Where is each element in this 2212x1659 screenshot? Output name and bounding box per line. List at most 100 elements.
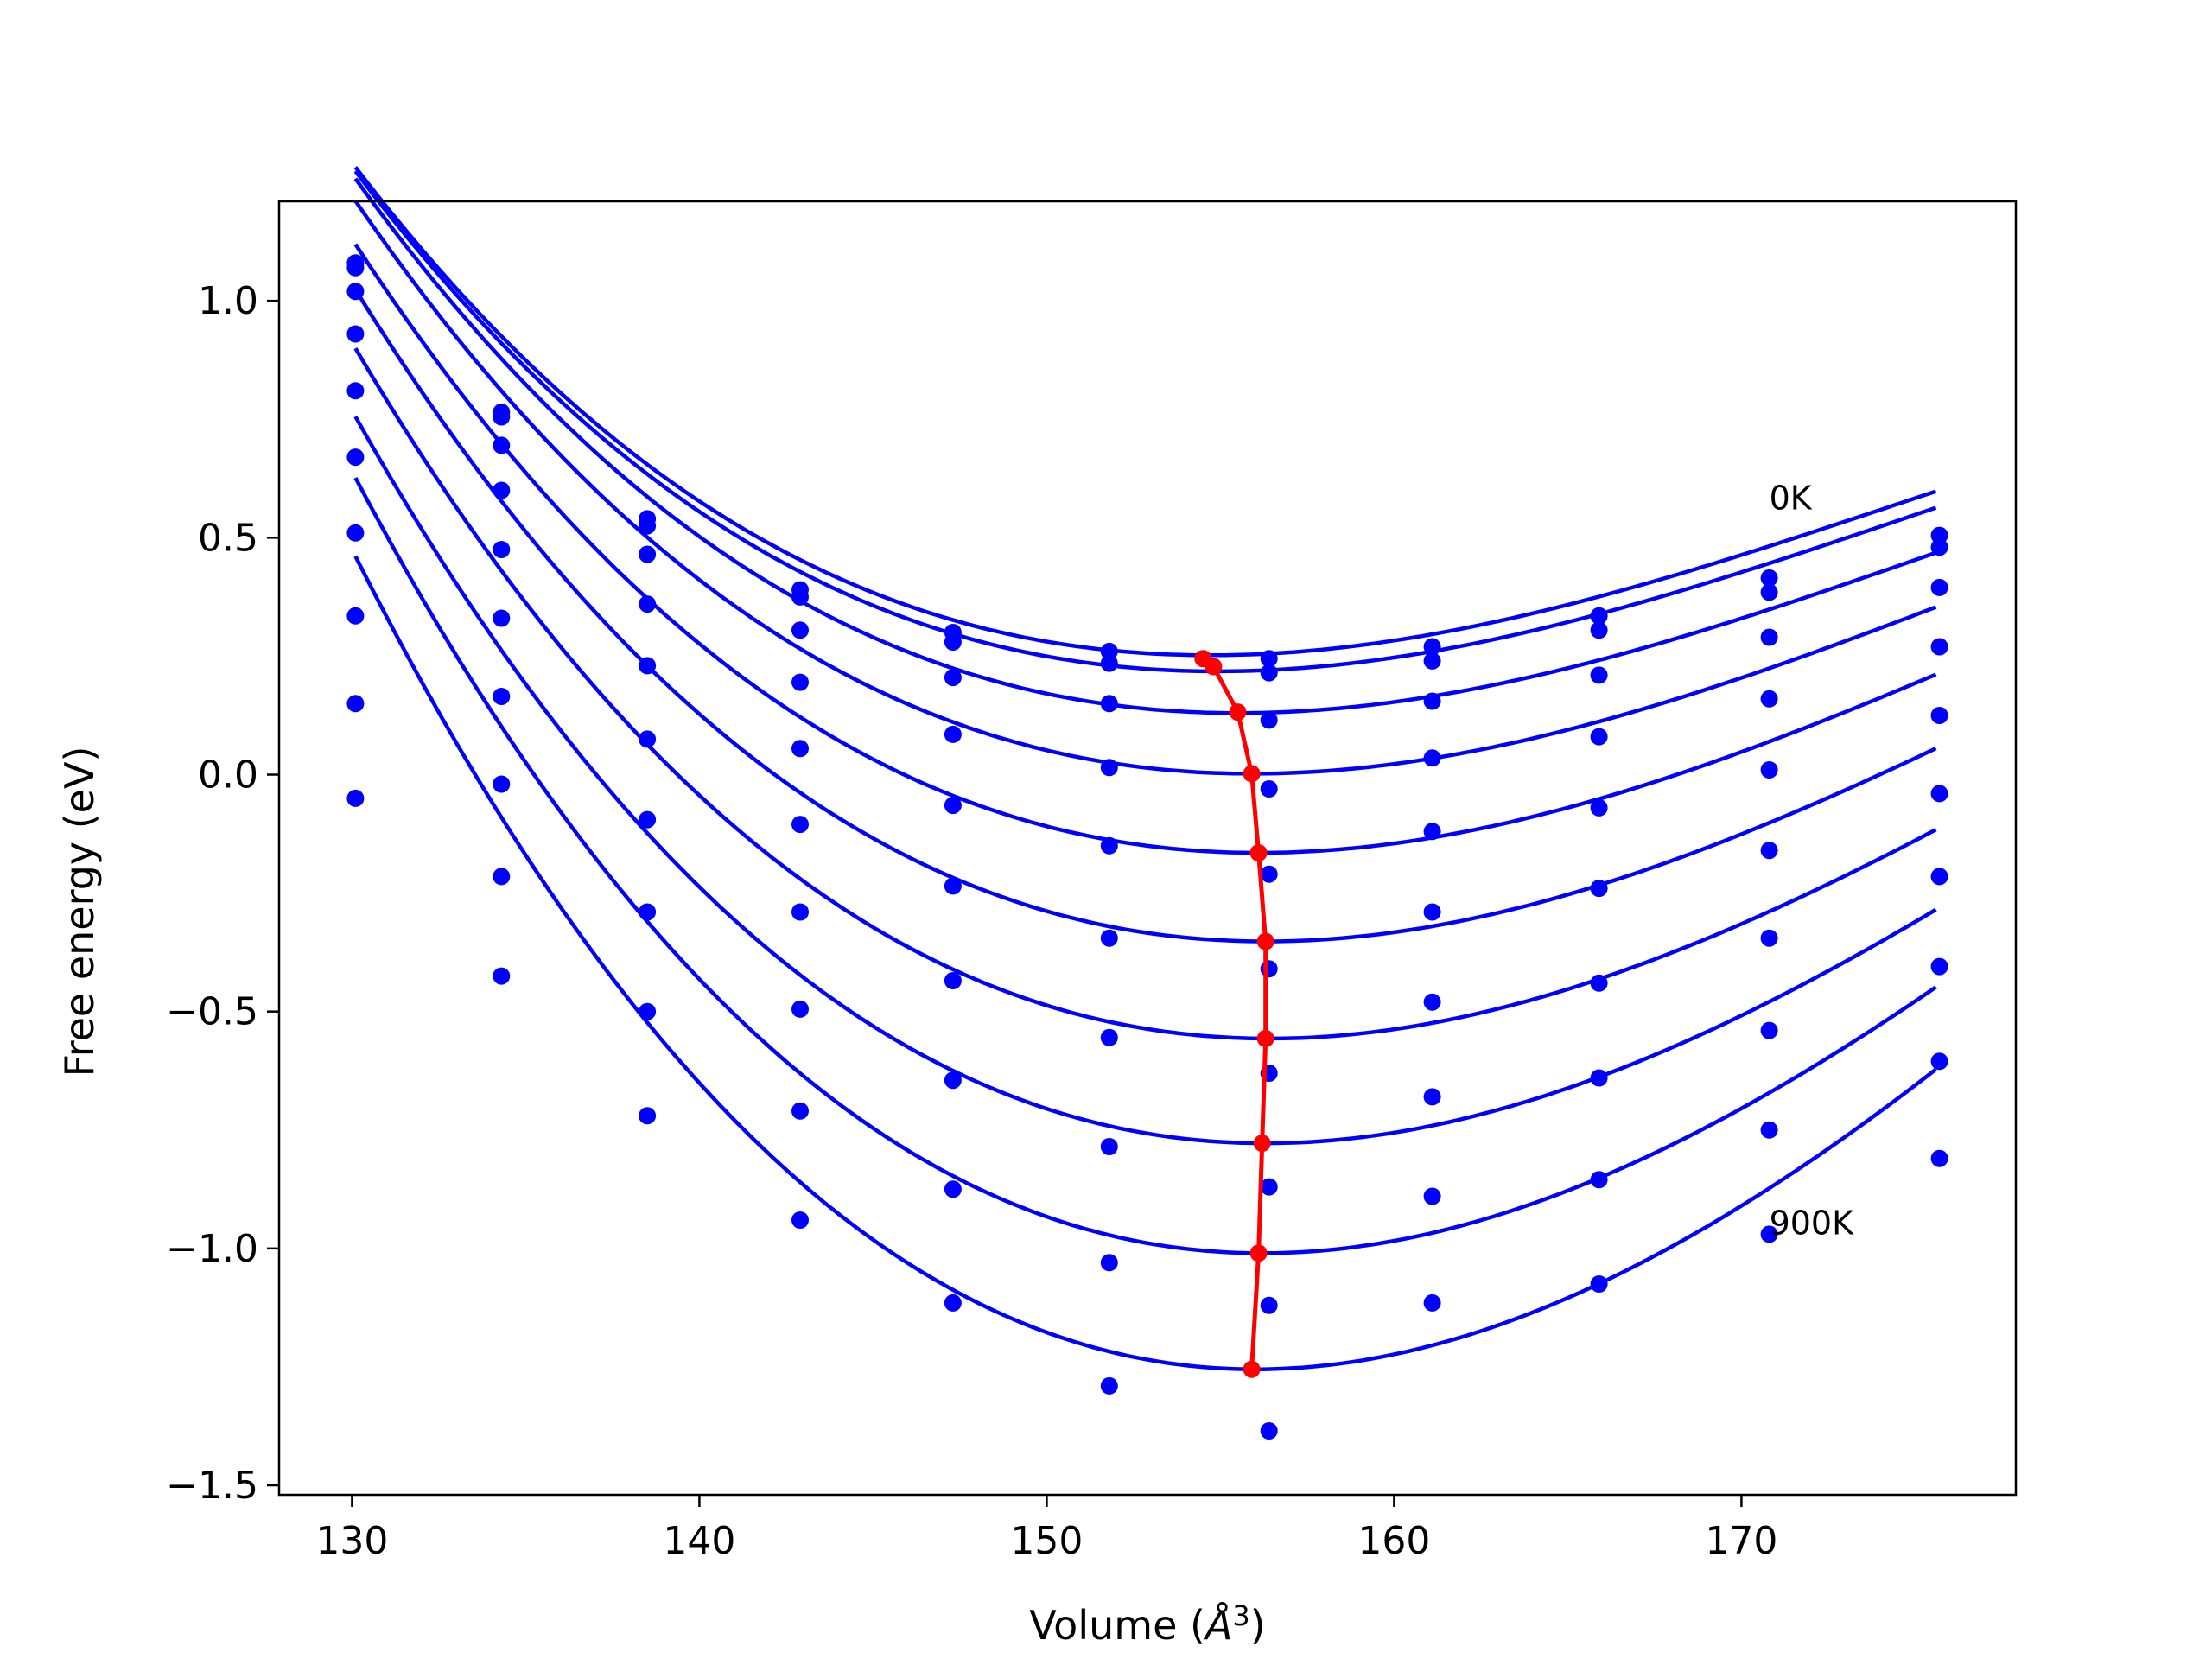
x-tick-label-2: 150 xyxy=(1010,1519,1083,1563)
y-axis: 1.0 0.5 0.0 −0.5 −1.0 −1.5 xyxy=(166,279,279,1508)
y-tick-label-4: −1.0 xyxy=(166,1227,258,1271)
data-point-1-4 xyxy=(944,633,962,651)
data-point-2-8 xyxy=(1590,666,1608,684)
data-point-5-8 xyxy=(1590,880,1608,898)
data-point-8-8 xyxy=(1590,1171,1608,1189)
data-point-4-7 xyxy=(1423,823,1441,841)
data-point-8-10 xyxy=(1930,1052,1948,1071)
minimum-path-line xyxy=(1201,657,1268,1370)
data-point-5-10 xyxy=(1930,785,1948,803)
minimum-point-3 xyxy=(1243,765,1261,783)
data-point-8-6 xyxy=(1260,1296,1278,1314)
data-point-0-5 xyxy=(1100,642,1118,660)
data-point-9-0 xyxy=(346,789,365,807)
data-point-6-9 xyxy=(1760,929,1778,947)
fit-curve-2 xyxy=(353,177,1937,715)
data-point-5-9 xyxy=(1760,842,1778,860)
y-tick-label-2: 0.0 xyxy=(198,753,258,798)
data-point-9-9 xyxy=(1760,1225,1778,1243)
data-point-0-6 xyxy=(1260,650,1278,668)
plot-frame xyxy=(277,200,2018,1497)
minimum-point-5 xyxy=(1256,932,1274,950)
data-point-4-1 xyxy=(493,541,511,558)
annotations: 0K 900K xyxy=(1770,479,1855,1242)
data-point-9-2 xyxy=(639,1107,657,1125)
data-point-3-9 xyxy=(1760,690,1778,708)
data-point-1-6 xyxy=(1260,664,1278,682)
minimum-point-2 xyxy=(1229,703,1247,721)
data-point-3-8 xyxy=(1590,728,1608,746)
fit-curve-1 xyxy=(353,169,1937,674)
data-point-2-2 xyxy=(639,545,657,563)
data-point-8-7 xyxy=(1423,1187,1441,1205)
annotation-1: 900K xyxy=(1770,1204,1855,1242)
data-point-2-5 xyxy=(1100,695,1118,713)
data-point-4-9 xyxy=(1760,761,1778,779)
data-point-2-4 xyxy=(944,669,962,687)
data-point-4-4 xyxy=(944,797,962,815)
data-point-2-1 xyxy=(493,436,511,454)
data-point-9-4 xyxy=(944,1294,962,1312)
fit-curve-0 xyxy=(353,166,1937,658)
data-point-3-3 xyxy=(791,673,809,691)
data-point-6-10 xyxy=(1930,868,1948,886)
data-point-5-1 xyxy=(493,609,511,627)
data-point-5-7 xyxy=(1423,903,1441,921)
data-point-6-3 xyxy=(791,903,809,921)
data-point-9-6 xyxy=(1260,1422,1278,1440)
data-point-2-7 xyxy=(1423,692,1441,710)
data-point-7-2 xyxy=(639,903,657,921)
data-point-1-8 xyxy=(1590,621,1608,639)
data-point-9-5 xyxy=(1100,1376,1118,1395)
data-point-5-4 xyxy=(944,877,962,895)
data-point-2-0 xyxy=(346,283,365,301)
data-point-3-6 xyxy=(1260,780,1278,798)
data-point-3-2 xyxy=(639,595,657,613)
fit-curve-3 xyxy=(353,200,1937,776)
data-point-7-9 xyxy=(1760,1021,1778,1039)
minimum-point-4 xyxy=(1249,844,1268,861)
minimum-point-8 xyxy=(1249,1244,1268,1262)
data-point-6-5 xyxy=(1100,1028,1118,1046)
data-point-5-0 xyxy=(346,448,365,467)
data-point-7-0 xyxy=(346,607,365,625)
fit-curve-7 xyxy=(353,416,1937,1146)
x-axis-label: Volume (Å3) xyxy=(1029,1599,1265,1649)
data-point-8-9 xyxy=(1760,1121,1778,1139)
y-axis-label: Free energy (eV) xyxy=(56,747,103,1077)
data-point-3-4 xyxy=(944,725,962,743)
data-point-3-10 xyxy=(1930,638,1948,656)
data-point-7-10 xyxy=(1930,957,1948,976)
x-tick-label-0: 130 xyxy=(315,1519,388,1563)
data-point-2-10 xyxy=(1930,578,1948,596)
data-point-3-5 xyxy=(1100,759,1118,777)
data-point-0-8 xyxy=(1590,607,1608,625)
data-point-6-4 xyxy=(944,972,962,989)
data-point-9-3 xyxy=(791,1211,809,1229)
data-point-3-0 xyxy=(346,325,365,343)
data-point-6-0 xyxy=(346,524,365,542)
data-point-3-1 xyxy=(493,481,511,499)
fit-curve-9 xyxy=(353,555,1937,1371)
data-point-8-1 xyxy=(493,868,511,886)
x-tick-label-3: 160 xyxy=(1357,1519,1430,1563)
data-point-7-1 xyxy=(493,775,511,793)
data-point-1-1 xyxy=(493,408,511,426)
data-point-1-10 xyxy=(1930,538,1948,556)
data-point-2-9 xyxy=(1760,628,1778,646)
data-point-9-8 xyxy=(1590,1275,1608,1293)
data-point-8-5 xyxy=(1100,1254,1118,1272)
data-point-1-9 xyxy=(1760,583,1778,601)
data-point-9-7 xyxy=(1423,1294,1441,1312)
data-point-4-5 xyxy=(1100,836,1118,855)
data-point-2-3 xyxy=(791,621,809,639)
data-point-6-1 xyxy=(493,688,511,705)
data-point-8-3 xyxy=(791,1102,809,1120)
data-point-8-2 xyxy=(639,1002,657,1020)
data-point-7-7 xyxy=(1423,1088,1441,1106)
data-point-5-2 xyxy=(639,730,657,748)
data-point-7-6 xyxy=(1260,1178,1278,1196)
y-tick-label-1: 0.5 xyxy=(198,516,258,560)
data-point-4-3 xyxy=(791,740,809,758)
